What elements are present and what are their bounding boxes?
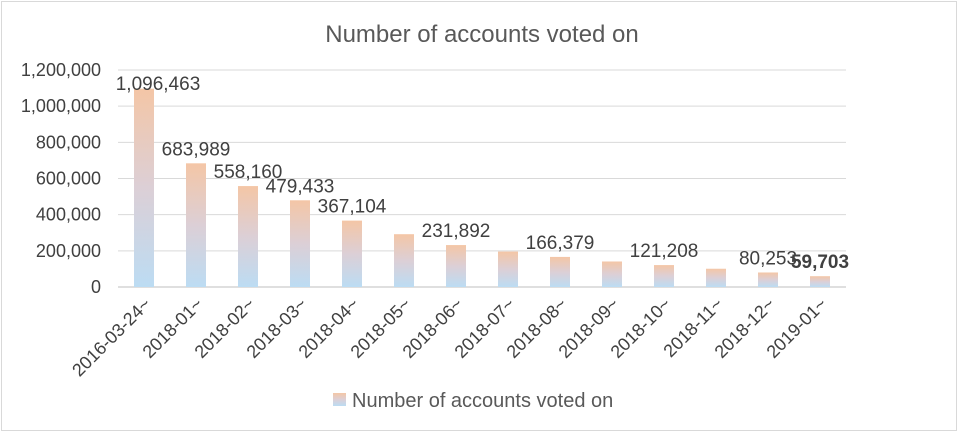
x-axis: 2016-03-24~2018-01~2018-02~2018-03~2018-… xyxy=(68,294,831,381)
legend-swatch xyxy=(333,393,346,406)
y-tick-label: 0 xyxy=(91,277,101,297)
y-tick-label: 1,200,000 xyxy=(21,60,101,80)
y-tick-label: 600,000 xyxy=(36,169,101,189)
data-label: 1,096,463 xyxy=(116,74,201,95)
data-label: 80,253 xyxy=(739,248,797,269)
y-tick-label: 400,000 xyxy=(36,205,101,225)
data-label: 166,379 xyxy=(526,233,595,254)
bar xyxy=(758,272,778,287)
y-tick-label: 800,000 xyxy=(36,132,101,152)
legend-label: Number of accounts voted on xyxy=(352,390,613,412)
bar xyxy=(654,265,674,287)
data-label: 231,892 xyxy=(422,221,491,242)
bar xyxy=(446,245,466,287)
data-label: 558,160 xyxy=(214,162,283,183)
legend: Number of accounts voted on xyxy=(333,390,613,412)
bar xyxy=(706,268,726,287)
bar xyxy=(134,88,154,288)
bar xyxy=(394,234,414,287)
data-label: 59,703 xyxy=(791,252,849,273)
bars xyxy=(134,88,830,288)
y-axis: 0 200,000 400,000 600,000 800,000 1,000,000 1,… xyxy=(21,60,101,297)
data-label: 367,104 xyxy=(318,197,387,218)
bar xyxy=(498,251,518,287)
data-label: 121,208 xyxy=(630,241,699,262)
chart-title: Number of accounts voted on xyxy=(325,21,639,48)
bar xyxy=(602,261,622,287)
y-tick-label: 1,000,000 xyxy=(21,96,101,116)
bar xyxy=(238,186,258,287)
y-tick-label: 200,000 xyxy=(36,241,101,261)
bar xyxy=(342,220,362,287)
bar xyxy=(810,276,830,287)
bar xyxy=(550,256,570,287)
x-tick-label: 2016-03-24~ xyxy=(68,294,155,381)
data-label: 683,989 xyxy=(162,139,231,160)
data-label: 479,433 xyxy=(266,176,335,197)
bar xyxy=(186,163,206,287)
bar xyxy=(290,200,310,287)
